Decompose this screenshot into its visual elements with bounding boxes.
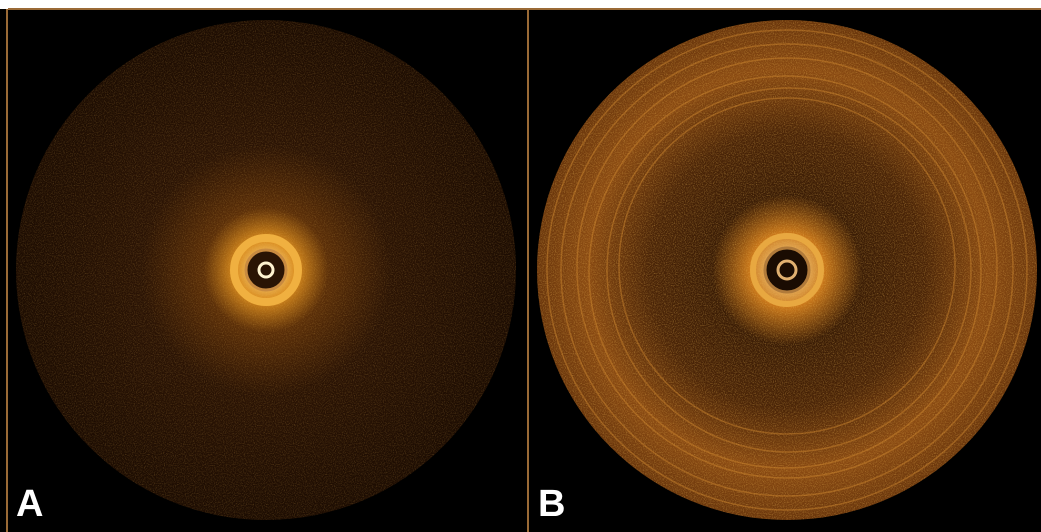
panel-label: B — [538, 483, 565, 525]
top-margin — [0, 0, 1041, 9]
catheter-ring — [230, 234, 302, 306]
inner-ring — [763, 246, 811, 294]
core — [776, 259, 798, 281]
inner-ring — [244, 248, 288, 292]
core — [257, 261, 275, 279]
panel-label: A — [16, 483, 43, 525]
panel-a: A — [16, 20, 516, 525]
panel-b: B — [537, 20, 1037, 525]
tissue-layers — [546, 29, 1028, 511]
catheter-ring — [750, 233, 824, 307]
